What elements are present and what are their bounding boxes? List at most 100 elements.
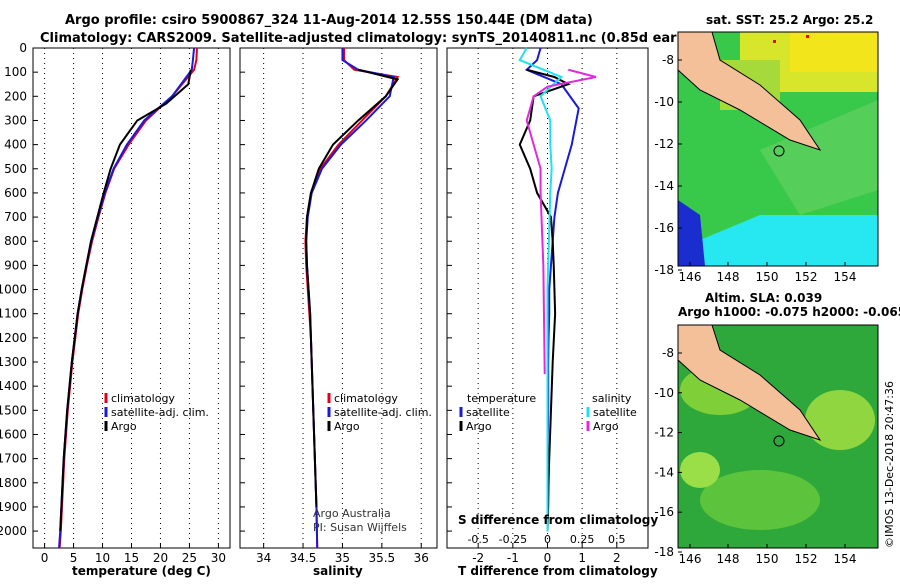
figure-title-line1: Argo profile: csiro 5900867_324 11-Aug-2… [65, 13, 593, 28]
y-tick-label: 1700 [0, 452, 27, 466]
salinity-xlabel: salinity [313, 564, 363, 578]
legend-temperature-heading: temperature [467, 392, 536, 405]
difference-top-xlabel: S difference from climatology [458, 513, 658, 527]
y-tick-label: 900 [4, 258, 27, 272]
series-line [525, 68, 597, 375]
map-x-tick-label: 150 [756, 552, 779, 566]
credit-line1: Argo Australia [313, 507, 391, 520]
map-x-tick-label: 154 [834, 270, 857, 284]
x-tick-label: 1 [578, 551, 586, 565]
y-tick-label: 600 [4, 186, 27, 200]
series-line [305, 68, 400, 507]
legend-satellite-label: satellite-adj. clim. [334, 406, 432, 419]
sst-map [677, 31, 879, 267]
x-tick-label: 36 [414, 551, 429, 565]
y-tick-label: 0 [19, 41, 27, 55]
map-y-tick-label: -18 [654, 545, 674, 559]
legend-argo-label: Argo [334, 420, 360, 433]
legend-salinity-heading: salinity [592, 392, 632, 405]
y-tick-label: 1900 [0, 500, 27, 514]
legend-t-argo-label: Argo [466, 420, 492, 433]
x-tick-label: 15 [124, 551, 139, 565]
y-tick-label: 1500 [0, 403, 27, 417]
top-tick-label: 0.5 [608, 533, 626, 546]
imos-timestamp: ©IMOS 13-Dec-2018 20:47:36 [883, 381, 896, 548]
x-tick-label: -1 [507, 551, 519, 565]
map-y-tick-label: -16 [654, 505, 674, 519]
temperature-panel: 0 5 10 15 20 25 300100200300400500600700800900… [0, 41, 231, 565]
y-tick-label: 1000 [0, 283, 27, 297]
plot-frame [239, 47, 438, 549]
legend-satellite-label: satellite-adj. clim. [111, 406, 209, 419]
legend-t-satellite-label: satellite [466, 406, 510, 419]
map-y-tick-label: -18 [654, 263, 674, 277]
y-tick-label: 1100 [0, 307, 27, 321]
map-y-tick-label: -14 [654, 179, 674, 193]
y-tick-label: 1400 [0, 379, 27, 393]
map-x-tick-label: 152 [795, 552, 818, 566]
y-tick-label: 100 [4, 65, 27, 79]
x-tick-label: 34.5 [290, 551, 317, 565]
sst-map-axes: 146 148 150 152 154 -8 -10 -12 -14 -16 -18 [654, 53, 856, 284]
top-tick-label: 0 [544, 533, 551, 546]
y-tick-label: 1200 [0, 331, 27, 345]
map-x-tick-label: 146 [679, 552, 702, 566]
temperature-xlabel: temperature (deg C) [72, 564, 211, 578]
y-tick-label: 200 [4, 89, 27, 103]
x-tick-label: 34 [256, 551, 271, 565]
x-tick-label: 20 [153, 551, 168, 565]
x-tick-label: 25 [182, 551, 197, 565]
y-tick-label: 1300 [0, 355, 27, 369]
map-y-tick-label: -14 [654, 465, 674, 479]
y-tick-label: 1800 [0, 476, 27, 490]
sla-map-title-line1: Altim. SLA: 0.039 [705, 291, 822, 305]
map-y-tick-label: -12 [654, 426, 674, 440]
x-tick-label: 35 [335, 551, 350, 565]
credit-line2: PI: Susan Wijffels [313, 521, 407, 534]
x-tick-label: 2 [613, 551, 621, 565]
y-tick-label: 300 [4, 113, 27, 127]
map-x-tick-label: 148 [717, 552, 740, 566]
difference-xlabel: T difference from climatology [458, 564, 658, 578]
map-y-tick-label: -10 [654, 386, 674, 400]
figure-title-line2: Climatology: CARS2009. Satellite-adjuste… [40, 31, 707, 46]
map-x-tick-label: 150 [756, 270, 779, 284]
sla-map-title-line2: Argo h1000: -0.075 h2000: -0.065 [678, 305, 900, 319]
x-tick-label: 10 [95, 551, 110, 565]
legend-s-satellite-label: satellite [593, 406, 637, 419]
y-tick-label: 400 [4, 138, 27, 152]
map-x-tick-label: 146 [679, 270, 702, 284]
x-tick-label: 35.5 [368, 551, 395, 565]
y-tick-label: 700 [4, 210, 27, 224]
difference-panel: -2 -1 0 1 2-0.5 -0.25 0 0.25 0.5temperaturesatel… [446, 47, 649, 565]
sla-map-axes: 146 148 150 152 154 -8 -10 -12 -14 -16 -18 [654, 346, 856, 566]
x-tick-label: 0 [544, 551, 552, 565]
sla-map [677, 324, 879, 549]
top-tick-label: -0.25 [499, 533, 527, 546]
salinity-panel: 34 34.5 35 35.5 36 climatologysatellite-adj. … [239, 47, 438, 565]
top-tick-label: 0.25 [570, 533, 595, 546]
x-tick-label: 0 [41, 551, 49, 565]
legend-argo-label: Argo [111, 420, 137, 433]
map-y-tick-label: -10 [654, 95, 674, 109]
y-tick-label: 1600 [0, 427, 27, 441]
map-y-tick-label: -8 [662, 346, 674, 360]
top-tick-label: -0.5 [467, 533, 488, 546]
map-x-tick-label: 148 [717, 270, 740, 284]
y-tick-label: 2000 [0, 524, 27, 538]
map-x-tick-label: 152 [795, 270, 818, 284]
series-line [518, 47, 564, 532]
legend-climatology-label: climatology [111, 392, 175, 405]
map-y-tick-label: -16 [654, 221, 674, 235]
legend-s-argo-label: Argo [593, 420, 619, 433]
y-tick-label: 800 [4, 234, 27, 248]
series-line [59, 69, 192, 532]
x-tick-label: -2 [472, 551, 484, 565]
map-y-tick-label: -8 [662, 53, 674, 67]
legend-climatology-label: climatology [334, 392, 398, 405]
x-tick-label: 5 [70, 551, 78, 565]
map-y-tick-label: -12 [654, 137, 674, 151]
map-x-tick-label: 154 [834, 552, 857, 566]
x-tick-label: 30 [211, 551, 226, 565]
